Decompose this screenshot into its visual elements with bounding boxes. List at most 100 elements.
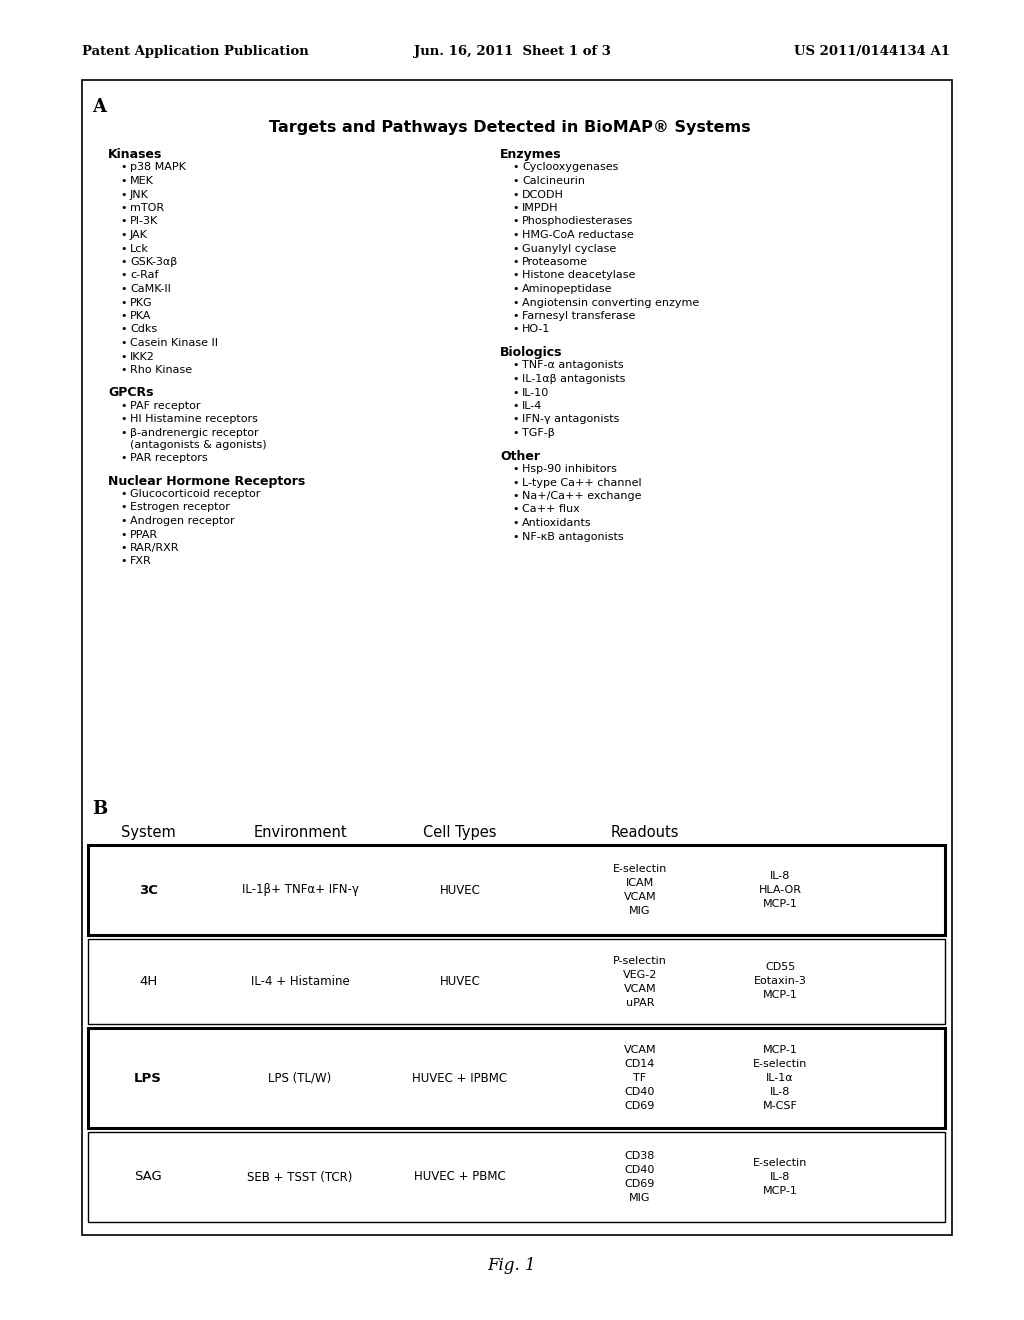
Text: CD55
Eotaxin-3
MCP-1: CD55 Eotaxin-3 MCP-1 <box>754 962 807 1001</box>
Text: Jun. 16, 2011  Sheet 1 of 3: Jun. 16, 2011 Sheet 1 of 3 <box>414 45 610 58</box>
Bar <box>82 81 952 1236</box>
Text: •: • <box>120 312 127 321</box>
Text: •: • <box>120 488 127 499</box>
Text: •: • <box>120 325 127 334</box>
Text: •: • <box>120 503 127 512</box>
Text: RAR/RXR: RAR/RXR <box>130 543 179 553</box>
Text: JNK: JNK <box>130 190 148 199</box>
Text: CD38
CD40
CD69
MIG: CD38 CD40 CD69 MIG <box>625 1151 655 1203</box>
Text: •: • <box>512 190 518 199</box>
Text: PAR receptors: PAR receptors <box>130 453 208 463</box>
Text: •: • <box>512 271 518 281</box>
Text: •: • <box>120 190 127 199</box>
Text: PI-3K: PI-3K <box>130 216 159 227</box>
Text: •: • <box>512 465 518 474</box>
Text: •: • <box>120 216 127 227</box>
Text: MCP-1
E-selectin
IL-1α
IL-8
M-CSF: MCP-1 E-selectin IL-1α IL-8 M-CSF <box>753 1045 807 1111</box>
Text: Calcineurin: Calcineurin <box>522 176 585 186</box>
Text: Lck: Lck <box>130 243 148 253</box>
Text: Kinases: Kinases <box>108 148 163 161</box>
Text: •: • <box>512 504 518 515</box>
Text: IL-10: IL-10 <box>522 388 549 397</box>
Text: •: • <box>120 284 127 294</box>
Text: Hsp-90 inhibitors: Hsp-90 inhibitors <box>522 465 616 474</box>
Text: GSK-3αβ: GSK-3αβ <box>130 257 177 267</box>
Text: •: • <box>512 414 518 425</box>
Text: Other: Other <box>500 450 540 462</box>
Bar <box>88 845 945 935</box>
Text: DCODH: DCODH <box>522 190 564 199</box>
Text: •: • <box>120 162 127 173</box>
Text: Patent Application Publication: Patent Application Publication <box>82 45 309 58</box>
Text: GPCRs: GPCRs <box>108 387 154 400</box>
Text: IL-4: IL-4 <box>522 401 543 411</box>
Text: 4H: 4H <box>139 975 157 987</box>
Text: •: • <box>512 230 518 240</box>
Text: TNF-α antagonists: TNF-α antagonists <box>522 360 624 371</box>
Text: Estrogen receptor: Estrogen receptor <box>130 503 229 512</box>
Text: HO-1: HO-1 <box>522 325 550 334</box>
Text: •: • <box>512 162 518 173</box>
Text: •: • <box>120 529 127 540</box>
Text: Guanylyl cyclase: Guanylyl cyclase <box>522 243 616 253</box>
Text: •: • <box>120 230 127 240</box>
Text: •: • <box>120 428 127 438</box>
Text: •: • <box>120 271 127 281</box>
Text: •: • <box>512 176 518 186</box>
Text: •: • <box>120 203 127 213</box>
Text: Ca++ flux: Ca++ flux <box>522 504 580 515</box>
Text: IL-4 + Histamine: IL-4 + Histamine <box>251 975 349 987</box>
Text: LPS (TL/W): LPS (TL/W) <box>268 1072 332 1085</box>
Text: •: • <box>512 297 518 308</box>
Text: •: • <box>512 312 518 321</box>
Text: β-andrenergic receptor: β-andrenergic receptor <box>130 428 259 438</box>
Text: Nuclear Hormone Receptors: Nuclear Hormone Receptors <box>108 474 305 487</box>
Text: SEB + TSST (TCR): SEB + TSST (TCR) <box>248 1171 352 1184</box>
Text: •: • <box>120 557 127 566</box>
Text: (antagonists & agonists): (antagonists & agonists) <box>130 440 266 450</box>
Text: •: • <box>512 284 518 294</box>
Text: PKG: PKG <box>130 297 153 308</box>
Text: MEK: MEK <box>130 176 154 186</box>
Text: L-type Ca++ channel: L-type Ca++ channel <box>522 478 642 487</box>
Text: PPAR: PPAR <box>130 529 158 540</box>
Text: HUVEC + PBMC: HUVEC + PBMC <box>414 1171 506 1184</box>
Text: E-selectin
IL-8
MCP-1: E-selectin IL-8 MCP-1 <box>753 1158 807 1196</box>
Text: Casein Kinase II: Casein Kinase II <box>130 338 218 348</box>
Text: •: • <box>512 491 518 502</box>
Text: Environment: Environment <box>253 825 347 840</box>
Text: Targets and Pathways Detected in BioMAP® Systems: Targets and Pathways Detected in BioMAP®… <box>269 120 751 135</box>
Text: •: • <box>512 243 518 253</box>
Text: c-Raf: c-Raf <box>130 271 159 281</box>
Text: Cdks: Cdks <box>130 325 157 334</box>
Text: Angiotensin converting enzyme: Angiotensin converting enzyme <box>522 297 699 308</box>
Text: 3C: 3C <box>138 883 158 896</box>
Text: IL-1αβ antagonists: IL-1αβ antagonists <box>522 374 626 384</box>
Text: •: • <box>512 388 518 397</box>
Text: •: • <box>120 243 127 253</box>
Text: VCAM
CD14
TF
CD40
CD69: VCAM CD14 TF CD40 CD69 <box>624 1045 656 1111</box>
Text: p38 MAPK: p38 MAPK <box>130 162 186 173</box>
Text: Histone deacetylase: Histone deacetylase <box>522 271 635 281</box>
Text: Cell Types: Cell Types <box>423 825 497 840</box>
Text: mTOR: mTOR <box>130 203 164 213</box>
Text: HUVEC + IPBMC: HUVEC + IPBMC <box>413 1072 508 1085</box>
Text: •: • <box>120 543 127 553</box>
Text: TGF-β: TGF-β <box>522 428 555 438</box>
Text: Biologics: Biologics <box>500 346 562 359</box>
Text: •: • <box>120 338 127 348</box>
Text: Androgen receptor: Androgen receptor <box>130 516 234 525</box>
Text: B: B <box>92 800 108 818</box>
Text: Fig. 1: Fig. 1 <box>487 1257 537 1274</box>
Text: IMPDH: IMPDH <box>522 203 558 213</box>
Text: Glucocorticoid receptor: Glucocorticoid receptor <box>130 488 260 499</box>
Text: Antioxidants: Antioxidants <box>522 517 592 528</box>
Text: •: • <box>512 203 518 213</box>
Text: •: • <box>120 176 127 186</box>
Text: A: A <box>92 98 106 116</box>
Text: FXR: FXR <box>130 557 152 566</box>
Text: •: • <box>512 216 518 227</box>
Text: Rho Kinase: Rho Kinase <box>130 366 193 375</box>
Text: •: • <box>120 401 127 411</box>
Bar <box>88 1028 945 1129</box>
